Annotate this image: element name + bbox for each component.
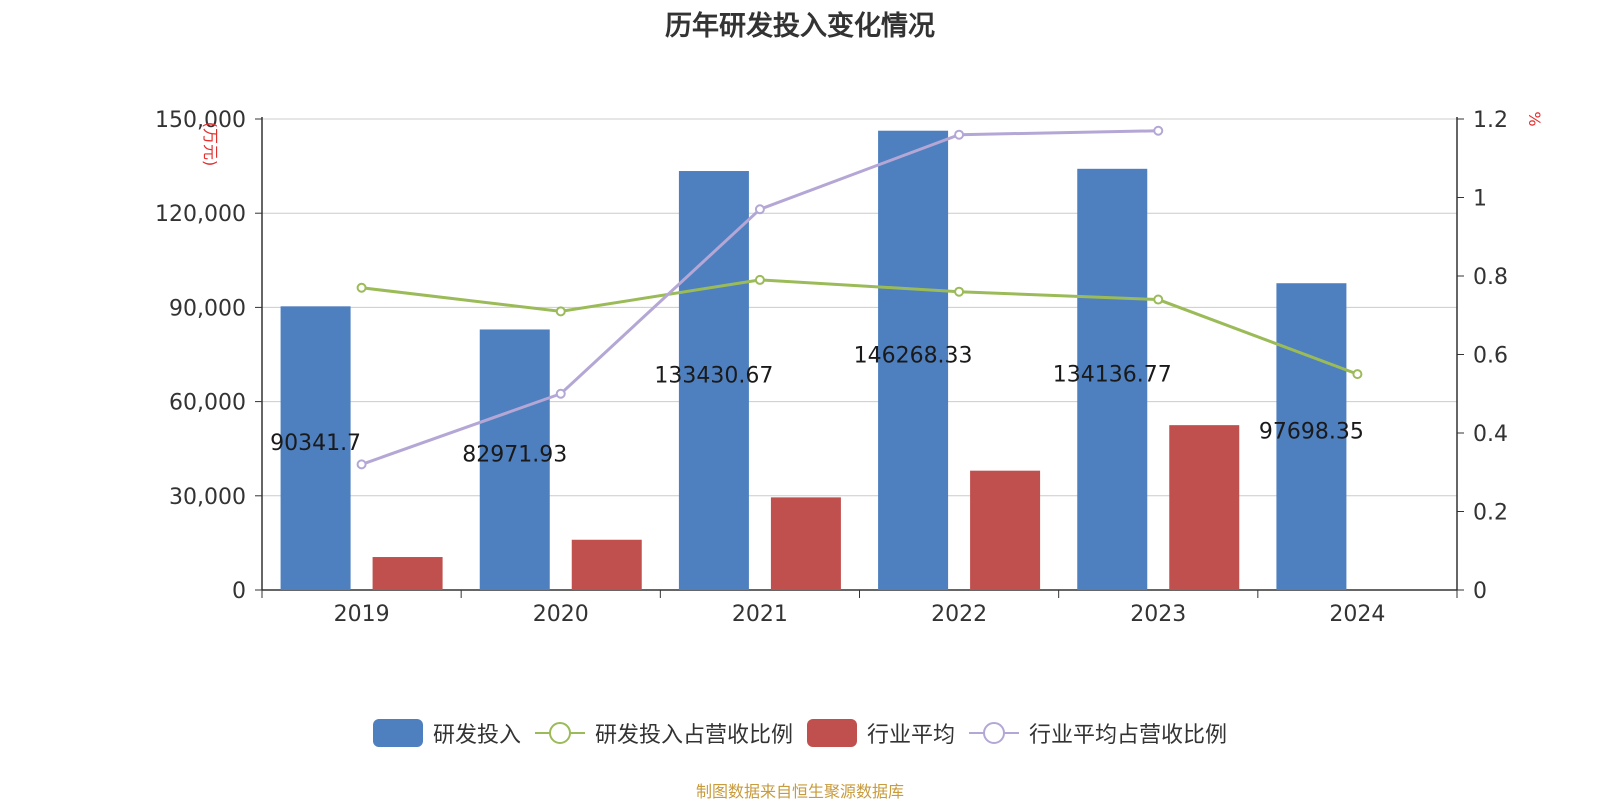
left-axis-tick-label: 0 [232, 579, 246, 604]
point-industry-ratio [754, 204, 765, 215]
point-industry-ratio [356, 459, 367, 470]
right-axis-tick-label: 1.2 [1473, 108, 1508, 133]
point-industry-ratio [954, 129, 965, 140]
bar-data-label: 146268.33 [854, 343, 973, 368]
legend-item-rd-ratio[interactable]: 研发投入占营收比例 [534, 717, 793, 749]
bar-data-label: 90341.7 [270, 431, 361, 456]
legend-label-rd-investment: 研发投入 [432, 723, 521, 748]
bar-industry-average [1169, 425, 1240, 590]
point-industry-ratio [555, 388, 566, 399]
bar-rd-investment [1276, 283, 1347, 590]
x-axis-tick-label: 2020 [533, 602, 589, 627]
bar-rd-investment [1077, 168, 1148, 590]
point-rd-ratio [954, 286, 965, 297]
legend-item-rd-investment[interactable]: 研发投入 [372, 717, 521, 749]
right-axis-tick-label: 0.6 [1473, 344, 1508, 369]
right-axis-tick-label: 0.4 [1473, 422, 1508, 447]
x-axis-tick-label: 2021 [732, 602, 788, 627]
plot-area: 0 30,000 60,000 90,000 120,000 150,000 0 0.2 0.4… [155, 108, 1544, 627]
legend-item-industry-ratio[interactable]: 行业平均占营收比例 [969, 717, 1227, 749]
legend: 研发投入 研发投入占营收比例 行业平均 行业平均占营收比例 [0, 717, 1600, 749]
x-axis-tick-label: 2022 [931, 602, 987, 627]
legend-item-industry-average[interactable]: 行业平均 [807, 717, 955, 749]
bar-rd-investment [878, 130, 949, 590]
x-axis-tick-label: 2024 [1329, 602, 1385, 627]
chart-title: 历年研发投入变化情况 [665, 11, 935, 42]
legend-swatch-rd-ratio [534, 722, 585, 744]
legend-swatch-rd-investment [372, 719, 423, 747]
bar-industry-average [571, 539, 642, 590]
left-axis-tick-label: 150,000 [155, 108, 246, 133]
point-rd-ratio [1352, 369, 1363, 380]
x-axis-tick-label: 2023 [1130, 602, 1186, 627]
bar-data-label: 97698.35 [1259, 420, 1364, 445]
point-industry-ratio [1153, 125, 1164, 136]
bar-rd-investment [479, 329, 550, 590]
point-rd-ratio [754, 274, 765, 285]
bar-industry-average [970, 470, 1041, 590]
left-axis-tick-label: 30,000 [169, 485, 246, 510]
bar-rd-investment [280, 306, 351, 590]
right-axis-tick-label: 0.8 [1473, 265, 1508, 290]
point-rd-ratio [1153, 294, 1164, 305]
bar-industry-average [770, 497, 841, 590]
bar-industry-average [372, 557, 443, 590]
source-note: 制图数据来自恒生聚源数据库 [695, 782, 904, 801]
left-axis-unit-label: (万元) [201, 122, 220, 167]
bar-data-label: 133430.67 [654, 364, 773, 389]
legend-swatch-industry-average [807, 719, 857, 747]
bar-data-label: 82971.93 [462, 443, 567, 468]
right-axis-tick-label: 0 [1473, 579, 1487, 604]
right-axis-tick-label: 0.2 [1473, 501, 1508, 526]
point-rd-ratio [356, 282, 367, 293]
legend-label-rd-ratio: 研发投入占营收比例 [594, 723, 793, 748]
left-axis-tick-label: 60,000 [169, 391, 246, 416]
line-rd-ratio [361, 278, 1358, 376]
right-axis-tick-label: 1 [1473, 187, 1487, 212]
point-rd-ratio [555, 306, 566, 317]
bar-rd-investment [678, 171, 749, 590]
right-axis-unit-label: % [1525, 111, 1544, 126]
legend-label-industry-average: 行业平均 [867, 723, 956, 748]
legend-swatch-industry-ratio [969, 722, 1020, 744]
bar-data-label: 134136.77 [1053, 362, 1172, 387]
left-axis-tick-label: 120,000 [155, 202, 246, 227]
left-axis-tick-label: 90,000 [169, 296, 246, 321]
x-axis-tick-label: 2019 [334, 602, 390, 627]
legend-label-industry-ratio: 行业平均占营收比例 [1029, 723, 1228, 748]
